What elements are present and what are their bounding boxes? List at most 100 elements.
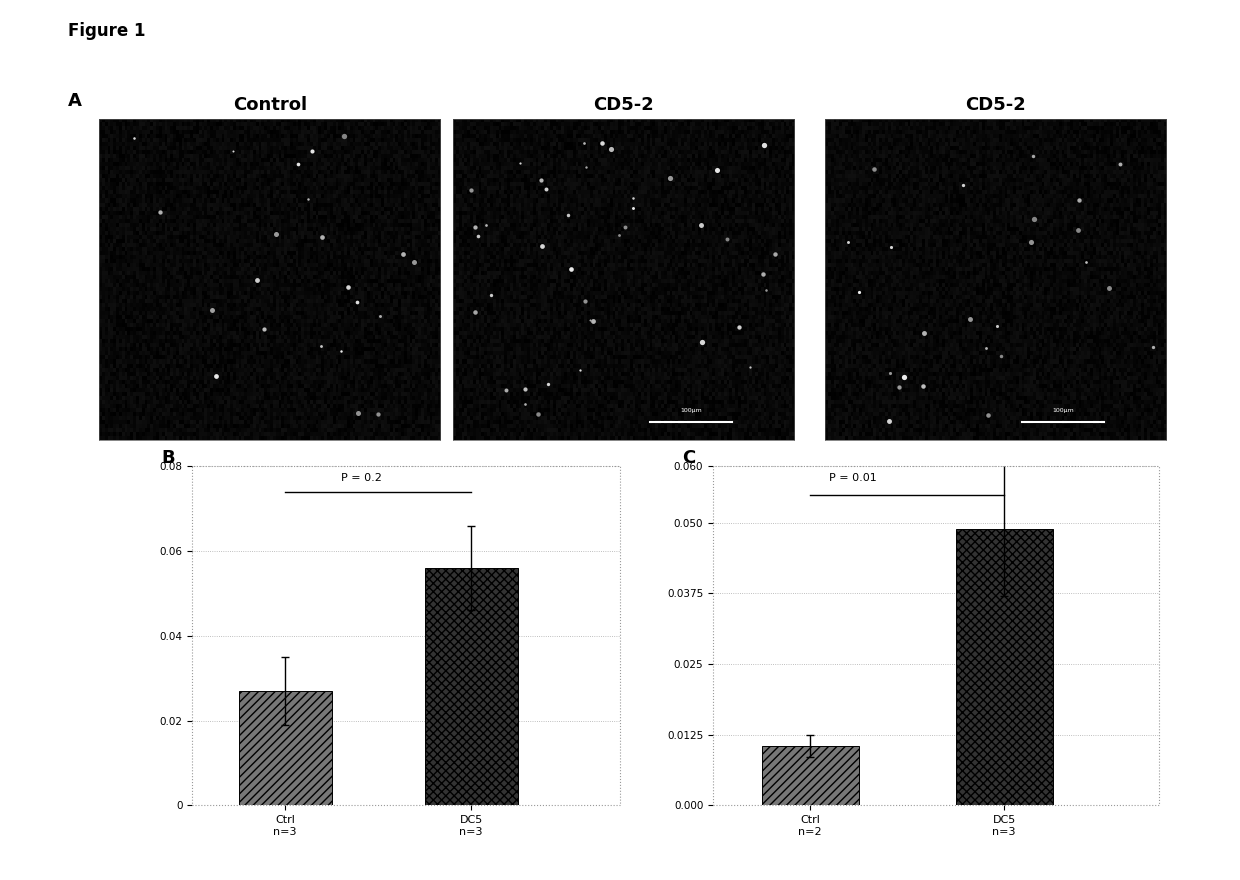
Point [593,136,613,150]
Point [580,313,600,327]
Point [1068,223,1087,237]
Point [254,322,274,336]
Point [247,273,267,287]
Point [838,235,858,249]
Point [312,230,332,244]
Point [560,262,580,276]
Point [265,227,285,241]
Point [223,143,243,158]
Point [849,285,869,299]
Point [124,131,144,145]
Point [537,182,557,196]
Text: P = 0.01: P = 0.01 [830,473,877,483]
Point [337,280,357,294]
Point [661,171,681,185]
Point [960,312,980,326]
Point [496,383,516,397]
Point [609,228,629,242]
Point [465,305,485,319]
Point [601,142,621,156]
Point [976,341,996,356]
Point [511,156,531,170]
Bar [424,568,518,805]
Point [348,407,368,421]
Point [889,380,909,394]
Point [465,220,485,234]
Point [624,202,644,216]
Point [1069,193,1089,207]
Text: Control: Control [233,97,306,114]
Point [481,289,501,303]
Point [371,309,391,323]
Point [538,378,558,392]
Text: CD5-2: CD5-2 [965,97,1025,114]
Point [1024,212,1044,226]
Point [952,178,972,192]
Bar [761,746,858,805]
Point [987,319,1007,333]
Point [1021,235,1040,249]
Point [692,335,712,349]
Point [740,360,760,374]
Text: P = 0.2: P = 0.2 [341,473,382,483]
Point [575,294,595,308]
Point [894,370,914,385]
Point [978,408,998,422]
Point [467,229,487,243]
Point [1023,149,1043,163]
Point [347,295,367,309]
Point [202,303,222,317]
Point [515,397,534,411]
Text: 100µm: 100µm [1053,407,1074,413]
Point [1143,340,1163,354]
Point [864,162,884,176]
Point [299,192,319,206]
Point [532,238,552,253]
Point [331,343,351,357]
Point [765,247,785,261]
Point [754,268,774,282]
Point [150,205,170,219]
Text: Figure 1: Figure 1 [68,22,146,40]
Point [691,217,711,231]
Point [404,254,424,268]
Point [574,136,594,150]
Point [913,379,932,393]
Point [461,183,481,197]
Point [992,349,1012,363]
Point [288,158,308,172]
Point [914,326,934,340]
Point [622,191,642,205]
Text: A: A [68,92,82,110]
Point [311,340,331,354]
Point [754,138,774,152]
Point [880,366,900,380]
Point [583,313,603,327]
Point [334,128,353,143]
Text: CD5-2: CD5-2 [593,97,653,114]
Point [368,407,388,421]
Point [476,218,496,232]
Point [1110,157,1130,171]
Text: 100µm: 100µm [681,407,702,413]
Point [531,173,551,187]
Point [393,247,413,261]
Point [301,143,321,158]
Point [707,163,727,177]
Point [577,160,596,174]
Point [1076,255,1096,269]
Point [717,231,737,246]
Point [729,319,749,334]
Point [880,240,900,254]
Bar [238,691,332,805]
Text: C: C [682,449,696,466]
Text: B: B [161,449,175,466]
Point [515,382,534,396]
Point [879,414,899,429]
Point [206,369,226,383]
Point [570,363,590,377]
Bar [956,529,1053,805]
Point [558,208,578,222]
Point [1100,281,1120,295]
Point [755,282,775,297]
